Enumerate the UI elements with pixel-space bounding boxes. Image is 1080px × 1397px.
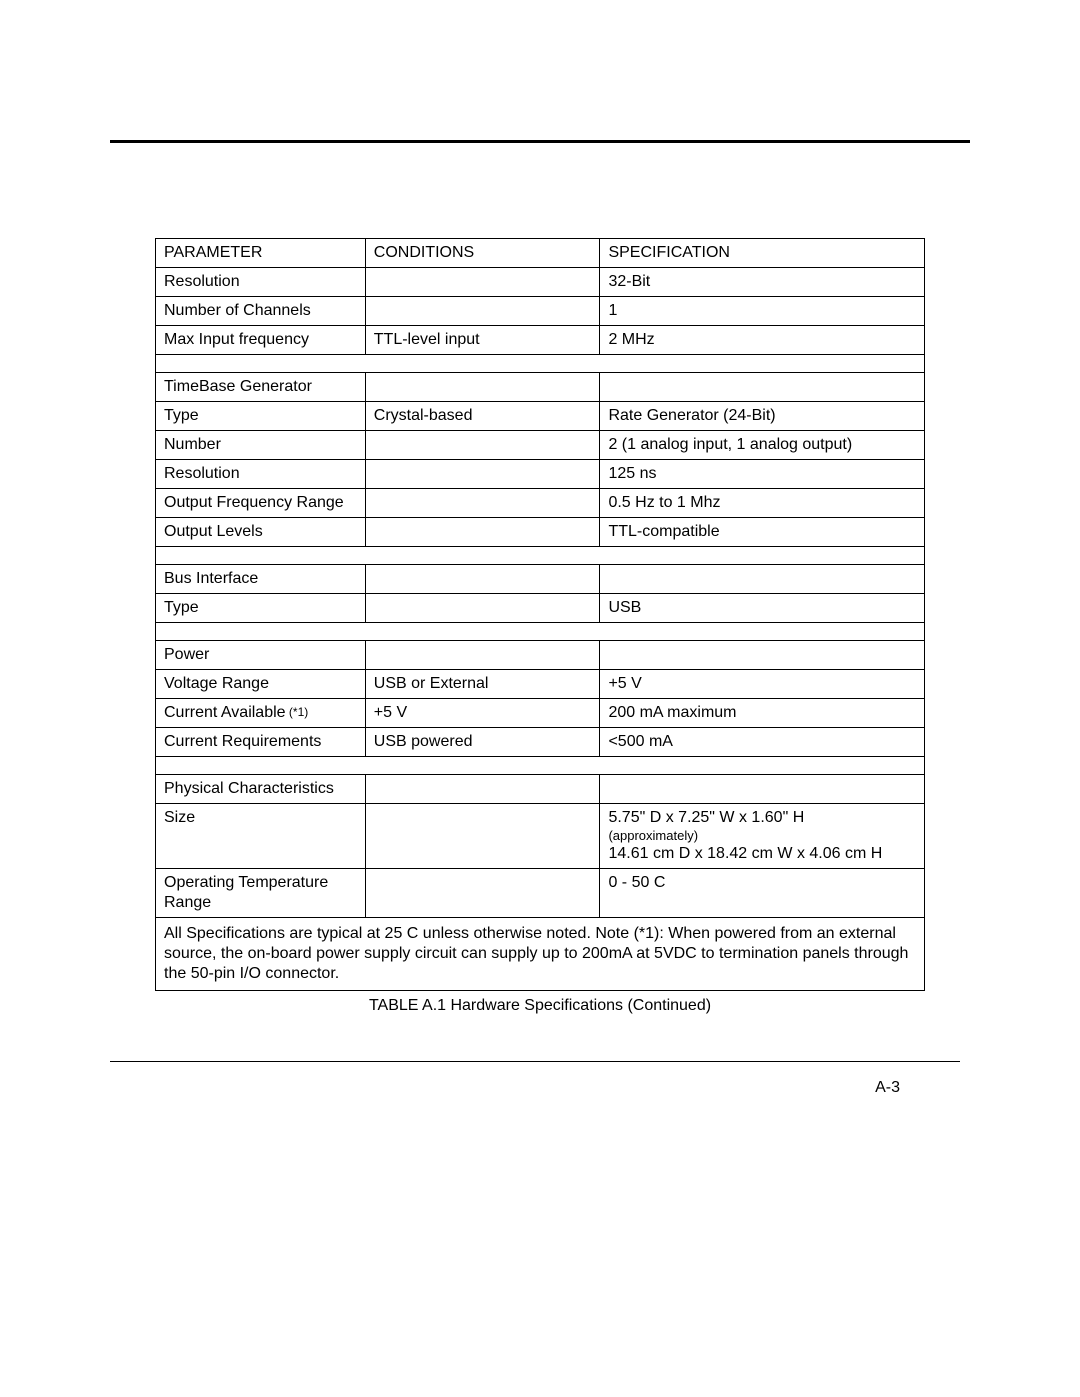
table-row: Resolution 125 ns [156, 460, 925, 489]
table-row: Number 2 (1 analog input, 1 analog output… [156, 431, 925, 460]
cell-parameter: Operating Temperature Range [156, 869, 366, 918]
table-header-row: PARAMETER CONDITIONS SPECIFICATION [156, 239, 925, 268]
cell-specification: USB [600, 594, 925, 623]
cell-conditions: Crystal-based [365, 402, 600, 431]
section-gap [156, 547, 925, 565]
cell-parameter: Type [156, 402, 366, 431]
cell-conditions [365, 460, 600, 489]
cell-conditions [365, 518, 600, 547]
page-number: A-3 [875, 1079, 900, 1097]
cell-conditions: TTL-level input [365, 326, 600, 355]
spec-line: (approximately) [608, 828, 918, 844]
cell-parameter: Physical Characteristics [156, 775, 366, 804]
gap-cell [156, 547, 925, 565]
table-row: Number of Channels 1 [156, 297, 925, 326]
table-row: Physical Characteristics [156, 775, 925, 804]
col-header-conditions: CONDITIONS [365, 239, 600, 268]
gap-cell [156, 623, 925, 641]
col-header-specification: SPECIFICATION [600, 239, 925, 268]
cell-specification: 1 [600, 297, 925, 326]
cell-specification: 32-Bit [600, 268, 925, 297]
section-gap [156, 757, 925, 775]
table-row: Max Input frequencyTTL-level input2 MHz [156, 326, 925, 355]
table-row: Output Frequency Range 0.5 Hz to 1 Mhz [156, 489, 925, 518]
gap-cell [156, 757, 925, 775]
table-row: Operating Temperature Range 0 - 50 C [156, 869, 925, 918]
cell-conditions [365, 565, 600, 594]
cell-specification: 2 (1 analog input, 1 analog output) [600, 431, 925, 460]
spec-line: 14.61 cm D x 18.42 cm W x 4.06 cm H [608, 844, 918, 864]
cell-parameter: Output Frequency Range [156, 489, 366, 518]
cell-conditions [365, 775, 600, 804]
table-row: Size 5.75" D x 7.25" W x 1.60" H(approxim… [156, 804, 925, 869]
table-caption: TABLE A.1 Hardware Specifications (Conti… [110, 997, 970, 1015]
table-row: Current Available (*1)+5 V200 mA maximum [156, 699, 925, 728]
table-row: Type USB [156, 594, 925, 623]
cell-parameter: Current Requirements [156, 728, 366, 757]
cell-specification: 5.75" D x 7.25" W x 1.60" H(approximatel… [600, 804, 925, 869]
cell-parameter: Output Levels [156, 518, 366, 547]
table-body: Resolution32-BitNumber of Channels1Max I… [156, 268, 925, 991]
cell-parameter: Size [156, 804, 366, 869]
cell-specification: 125 ns [600, 460, 925, 489]
cell-conditions [365, 373, 600, 402]
cell-conditions [365, 431, 600, 460]
spec-line: 5.75" D x 7.25" W x 1.60" H [608, 808, 918, 828]
cell-specification: +5 V [600, 670, 925, 699]
section-gap [156, 355, 925, 373]
cell-parameter: Resolution [156, 460, 366, 489]
cell-parameter: Power [156, 641, 366, 670]
footnote-cell: All Specifications are typical at 25 C u… [156, 918, 925, 991]
cell-parameter: Number of Channels [156, 297, 366, 326]
note-marker: (*1) [286, 705, 309, 719]
table-row: Power [156, 641, 925, 670]
cell-specification: 2 MHz [600, 326, 925, 355]
gap-cell [156, 355, 925, 373]
cell-conditions [365, 641, 600, 670]
cell-specification: 0.5 Hz to 1 Mhz [600, 489, 925, 518]
cell-specification: Rate Generator (24-Bit) [600, 402, 925, 431]
cell-conditions [365, 489, 600, 518]
table-row: TypeCrystal-basedRate Generator (24-Bit) [156, 402, 925, 431]
cell-specification [600, 641, 925, 670]
cell-conditions: USB powered [365, 728, 600, 757]
page: PARAMETER CONDITIONS SPECIFICATION Resol… [0, 0, 1080, 1397]
cell-parameter: Voltage Range [156, 670, 366, 699]
top-rule [110, 140, 970, 143]
table-row: Output Levels TTL-compatible [156, 518, 925, 547]
cell-specification: 0 - 50 C [600, 869, 925, 918]
cell-specification [600, 565, 925, 594]
cell-parameter: Resolution [156, 268, 366, 297]
cell-conditions: +5 V [365, 699, 600, 728]
cell-specification: 200 mA maximum [600, 699, 925, 728]
cell-specification [600, 775, 925, 804]
bottom-rule [110, 1061, 960, 1062]
cell-conditions: USB or External [365, 670, 600, 699]
cell-conditions [365, 297, 600, 326]
cell-parameter: Current Available (*1) [156, 699, 366, 728]
cell-conditions [365, 594, 600, 623]
cell-parameter: Max Input frequency [156, 326, 366, 355]
table-row: Bus Interface [156, 565, 925, 594]
section-gap [156, 623, 925, 641]
cell-specification [600, 373, 925, 402]
cell-conditions [365, 804, 600, 869]
footnote-row: All Specifications are typical at 25 C u… [156, 918, 925, 991]
col-header-parameter: PARAMETER [156, 239, 366, 268]
cell-parameter: Type [156, 594, 366, 623]
cell-specification: TTL-compatible [600, 518, 925, 547]
table-row: TimeBase Generator [156, 373, 925, 402]
table-row: Current RequirementsUSB powered<500 mA [156, 728, 925, 757]
spec-table: PARAMETER CONDITIONS SPECIFICATION Resol… [155, 238, 925, 991]
cell-conditions [365, 869, 600, 918]
cell-parameter: Number [156, 431, 366, 460]
cell-parameter: TimeBase Generator [156, 373, 366, 402]
cell-parameter: Bus Interface [156, 565, 366, 594]
table-row: Resolution 32-Bit [156, 268, 925, 297]
table-row: Voltage RangeUSB or External+5 V [156, 670, 925, 699]
cell-specification: <500 mA [600, 728, 925, 757]
cell-conditions [365, 268, 600, 297]
